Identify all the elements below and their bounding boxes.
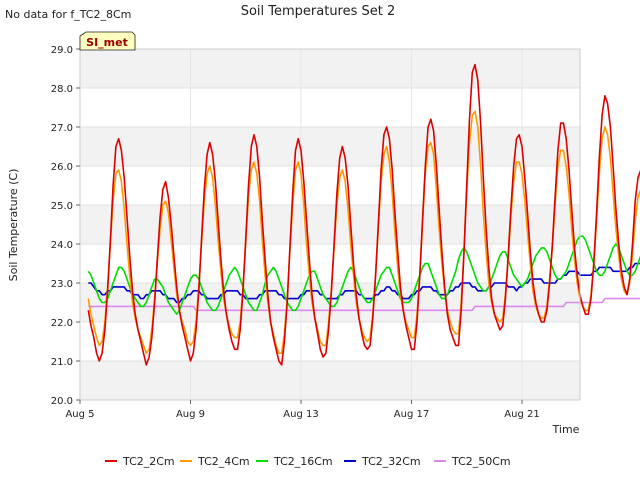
y-axis-label: Soil Temperature (C) [7, 169, 20, 282]
plot-frame [79, 48, 581, 401]
x-axis-label: Time [552, 423, 580, 436]
no-data-note: No data for f_TC2_8Cm [5, 8, 131, 21]
series-line-tc2-50cm [88, 297, 640, 312]
grid-band [80, 49, 580, 88]
y-axis-ticks: 20.0 21.0 22.0 23.0 24.0 25.0 26.0 27.0 28.0 29.0 [51, 45, 80, 407]
grid-bands [80, 49, 580, 400]
legend-item-tc2-2cm: TC2_2Cm [105, 455, 175, 468]
x-tick-label: Aug 13 [283, 409, 318, 420]
y-tick-label: 26.0 [51, 162, 73, 173]
y-tick-label: 20.0 [51, 396, 73, 407]
legend-label: TC2_2Cm [122, 455, 175, 468]
legend-item-tc2-16cm: TC2_16Cm [256, 455, 333, 468]
chart-title: Soil Temperatures Set 2 [241, 4, 396, 19]
grid-band [80, 205, 580, 244]
legend-label: TC2_32Cm [361, 455, 421, 468]
y-tick-label: 29.0 [51, 45, 73, 56]
legend-item-tc2-50cm: TC2_50Cm [434, 455, 511, 468]
legend-item-tc2-4cm: TC2_4Cm [180, 455, 250, 468]
x-axis-ticks: Aug 5 Aug 9 Aug 13 Aug 17 Aug 21 [65, 400, 540, 420]
series-line-tc2-16cm [87, 235, 640, 316]
x-tick-label: Aug 9 [176, 409, 205, 420]
legend-label: TC2_50Cm [451, 455, 511, 468]
x-tick-label: Aug 17 [394, 409, 429, 420]
si-met-badge: SI_met [79, 31, 136, 51]
series-line-tc2-2cm [87, 63, 640, 366]
legend-item-tc2-32cm: TC2_32Cm [344, 455, 421, 468]
y-tick-label: 25.0 [51, 201, 73, 212]
grid-band [80, 361, 580, 400]
x-tick-label: Aug 5 [65, 409, 94, 420]
legend-label: TC2_16Cm [273, 455, 333, 468]
grid-band [80, 127, 580, 166]
y-tick-label: 23.0 [51, 279, 73, 290]
x-tick-label: Aug 21 [504, 409, 539, 420]
y-tick-label: 28.0 [51, 84, 73, 95]
y-tick-label: 27.0 [51, 123, 73, 134]
legend: TC2_2Cm TC2_4Cm TC2_16Cm TC2_32Cm TC2_50Cm [105, 455, 511, 468]
y-tick-label: 24.0 [51, 240, 73, 251]
y-tick-label: 21.0 [51, 357, 73, 368]
si-met-label: SI_met [86, 36, 128, 49]
series-lines [87, 63, 640, 366]
y-tick-label: 22.0 [51, 318, 73, 329]
legend-label: TC2_4Cm [197, 455, 250, 468]
